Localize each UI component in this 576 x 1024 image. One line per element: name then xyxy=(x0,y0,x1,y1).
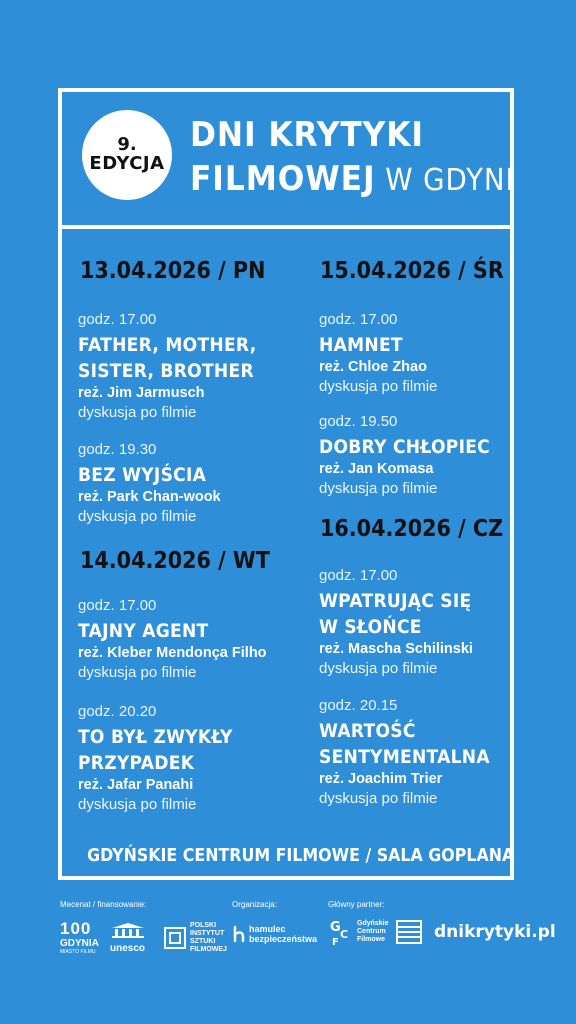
svg-text:F: F xyxy=(332,937,339,946)
film-title: WARTOŚĆ SENTYMENTALNA xyxy=(319,720,490,768)
gcf-logo: G C F Gdyńskie Centrum Filmowe xyxy=(330,920,389,946)
unesco-temple-icon xyxy=(112,923,144,938)
film-director: reż. Jim Jarmusch xyxy=(78,385,205,401)
pisf-square-icon xyxy=(164,927,186,949)
film-director: reż. Joachim Trier xyxy=(319,771,443,787)
unesco-logo: unesco xyxy=(110,922,154,954)
screening-item: godz. 20.20 TO BYŁ ZWYKŁY PRZYPADEK reż.… xyxy=(78,702,308,815)
festival-title-thin: W GDYNI xyxy=(385,163,515,198)
festival-title-line2: FILMOWEJ W GDYNI xyxy=(190,159,515,199)
discussion-note: dyskusja po filmie xyxy=(78,508,197,525)
edition-badge: 9. EDYCJA xyxy=(82,110,172,200)
screening-time: godz. 20.15 xyxy=(319,697,398,714)
screening-item: godz. 19.30 BEZ WYJŚCIA reż. Park Chan-w… xyxy=(78,440,308,527)
screening-time: godz. 17.00 xyxy=(319,311,398,328)
organizer-label: Organizacja: xyxy=(232,900,277,909)
day-date-14: 14.04.2026 / WT xyxy=(80,548,270,574)
screening-time: godz. 17.00 xyxy=(78,311,157,328)
website-link[interactable]: dnikrytyki.pl xyxy=(434,922,556,942)
edition-number: 9. xyxy=(117,134,137,156)
day-date-16: 16.04.2026 / CZ xyxy=(320,516,504,542)
hamulec-icon xyxy=(233,925,245,943)
screening-item: godz. 17.00 HAMNET reż. Chloe Zhao dysku… xyxy=(319,310,549,397)
film-title: DOBRY CHŁOPIEC xyxy=(319,436,491,458)
discussion-note: dyskusja po filmie xyxy=(319,378,438,395)
discussion-note: dyskusja po filmie xyxy=(319,660,438,677)
discussion-note: dyskusja po filmie xyxy=(319,480,438,497)
film-director: reż. Mascha Schilinski xyxy=(319,641,473,657)
film-director: reż. Jan Komasa xyxy=(319,461,434,477)
film-director: reż. Park Chan-wook xyxy=(78,489,221,505)
pisf-logo: POLSKI INSTYTUT SZTUKI FILMOWEJ xyxy=(164,922,227,954)
day-date-13: 13.04.2026 / PN xyxy=(80,258,266,284)
day-date-15: 15.04.2026 / ŚR xyxy=(320,258,504,284)
film-title: TAJNY AGENT xyxy=(78,620,209,642)
screening-item: godz. 20.15 WARTOŚĆ SENTYMENTALNA reż. J… xyxy=(319,696,549,809)
screening-time: godz. 17.00 xyxy=(78,597,157,614)
hamulec-logo: hamulec bezpieczeństwa xyxy=(232,924,317,944)
film-title: WPATRUJĄC SIĘ W SŁOŃCE xyxy=(319,590,472,638)
film-title: TO BYŁ ZWYKŁY PRZYPADEK xyxy=(78,726,233,774)
discussion-note: dyskusja po filmie xyxy=(319,790,438,807)
screening-time: godz. 17.00 xyxy=(319,567,398,584)
film-strip-logo xyxy=(396,920,422,949)
screening-time: godz. 19.50 xyxy=(319,413,398,430)
discussion-note: dyskusja po filmie xyxy=(78,404,197,421)
screening-item: godz. 19.50 DOBRY CHŁOPIEC reż. Jan Koma… xyxy=(319,412,549,499)
gdynia-logo: 100 GDYNIA MIASTO FILMU xyxy=(60,919,99,956)
festival-title-bold: FILMOWEJ xyxy=(190,159,376,199)
film-title: FATHER, MOTHER, SISTER, BROTHER xyxy=(78,334,257,382)
festival-title-line1: DNI KRYTYKI xyxy=(190,115,424,155)
screening-item: godz. 17.00 TAJNY AGENT reż. Kleber Mend… xyxy=(78,596,308,683)
screening-time: godz. 19.30 xyxy=(78,441,157,458)
svg-text:G: G xyxy=(330,920,341,935)
edition-label: EDYCJA xyxy=(89,153,165,174)
patron-label: Mecenat / finansowanie: xyxy=(60,900,147,909)
gcf-icon: G C F xyxy=(330,920,348,946)
screening-item: godz. 17.00 FATHER, MOTHER, SISTER, BROT… xyxy=(78,310,308,423)
screening-item: godz. 17.00 WPATRUJĄC SIĘ W SŁOŃCE reż. … xyxy=(319,566,549,679)
partner-label: Główny partner: xyxy=(328,900,385,909)
discussion-note: dyskusja po filmie xyxy=(78,796,197,813)
film-director: reż. Chloe Zhao xyxy=(319,359,427,375)
discussion-note: dyskusja po filmie xyxy=(78,664,197,681)
program-frame xyxy=(58,225,514,880)
venue-label: GDYŃSKIE CENTRUM FILMOWE / SALA GOPLANA xyxy=(87,845,515,866)
film-director: reż. Jafar Panahi xyxy=(78,777,194,793)
screening-time: godz. 20.20 xyxy=(78,703,157,720)
film-strip-icon xyxy=(396,920,422,944)
film-director: reż. Kleber Mendonça Filho xyxy=(78,645,267,661)
film-title: HAMNET xyxy=(319,334,403,356)
svg-text:C: C xyxy=(340,928,348,941)
film-title: BEZ WYJŚCIA xyxy=(78,464,207,486)
